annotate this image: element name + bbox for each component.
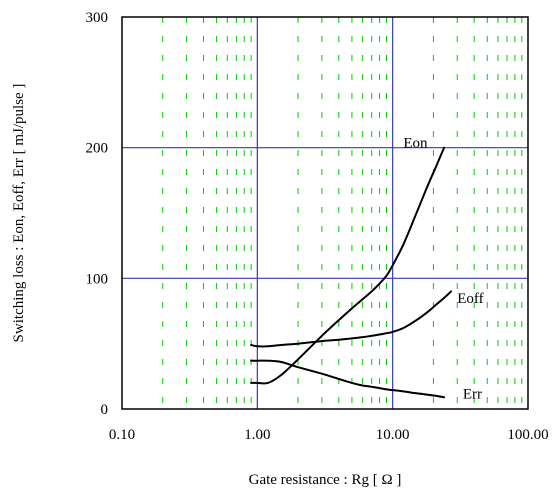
series-curves xyxy=(250,146,452,399)
y-tick-label: 0 xyxy=(101,402,109,418)
series-label-eon: Eon xyxy=(403,136,428,152)
x-tick-label: 1.00 xyxy=(244,427,270,443)
series-label-err: Err xyxy=(463,387,482,403)
y-tick-label: 300 xyxy=(86,10,109,26)
series-line-err xyxy=(250,359,446,399)
major-grid xyxy=(122,17,528,409)
series-line-eoff xyxy=(250,290,452,348)
plot-frame xyxy=(121,16,529,410)
series-label-eoff: Eoff xyxy=(457,291,483,307)
x-tick-label: 0.10 xyxy=(109,427,135,443)
y-tick-label: 100 xyxy=(86,271,109,287)
axis-ticks: 0.10 1.00 10.00 100.00 0 100 200 300 xyxy=(86,10,549,443)
series-line-eon xyxy=(250,146,446,385)
x-axis-label: Gate resistance : Rg [ Ω ] xyxy=(249,472,402,488)
series-labels: Eon Eoff Err xyxy=(403,136,483,403)
x-tick-label: 10.00 xyxy=(376,427,410,443)
y-tick-label: 200 xyxy=(86,141,109,157)
x-tick-label: 100.00 xyxy=(507,427,548,443)
minor-grid xyxy=(162,17,523,409)
y-axis-label: Switching loss : Eon, Eoff, Err [ mJ/pul… xyxy=(11,84,27,343)
